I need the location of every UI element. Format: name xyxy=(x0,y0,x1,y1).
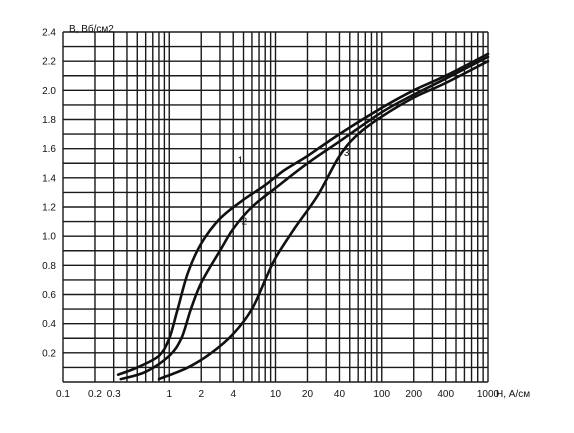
y-tick-label: 1.2 xyxy=(42,203,56,214)
series-3-line xyxy=(157,59,490,381)
series-2-label: 2 xyxy=(242,217,248,228)
y-tick-label: 1.0 xyxy=(42,232,56,243)
x-tick-label: 4 xyxy=(230,389,236,400)
x-tick-label: 1000 xyxy=(477,389,500,400)
y-tick-label: 2.2 xyxy=(42,57,56,68)
y-tick-label: 1.8 xyxy=(42,115,56,126)
x-tick-label: 0.2 xyxy=(88,389,102,400)
x-tick-label: 100 xyxy=(373,389,390,400)
x-axis-title: H, А/см xyxy=(496,389,530,400)
x-tick-label: 10 xyxy=(270,389,282,400)
y-tick-label: 2.4 xyxy=(42,28,56,39)
series-3-label: 3 xyxy=(344,148,350,159)
y-tick-label: 2.0 xyxy=(42,86,56,97)
x-tick-label: 1 xyxy=(166,389,172,400)
x-tick-label: 200 xyxy=(405,389,422,400)
series-1-label: 1 xyxy=(238,155,244,166)
y-tick-label: 0.6 xyxy=(42,290,56,301)
x-tick-label: 2 xyxy=(198,389,204,400)
curve-labels: 1 2 3 xyxy=(238,148,350,228)
y-tick-label: 0.4 xyxy=(42,319,56,330)
x-tick-label: 20 xyxy=(302,389,314,400)
y-tick-label: 1.4 xyxy=(42,173,56,184)
y-tick-label: 0.8 xyxy=(42,261,56,272)
x-tick-label: 0.1 xyxy=(56,389,70,400)
y-axis-title: B, Вб/см2 xyxy=(69,23,114,35)
series-2-line xyxy=(119,55,490,381)
series-1-line xyxy=(116,52,490,376)
x-tick-label: 40 xyxy=(334,389,346,400)
x-tick-label: 400 xyxy=(437,389,454,400)
y-tick-label: 1.6 xyxy=(42,144,56,155)
y-tick-label: 0.2 xyxy=(42,348,56,359)
tick-labels: 0.1 0.2 0.3 1 2 4 10 20 40 100 200 400 1000 0.2 0.4 0.6… xyxy=(42,28,499,401)
curves xyxy=(116,52,490,381)
x-tick-label: 0.3 xyxy=(107,389,121,400)
